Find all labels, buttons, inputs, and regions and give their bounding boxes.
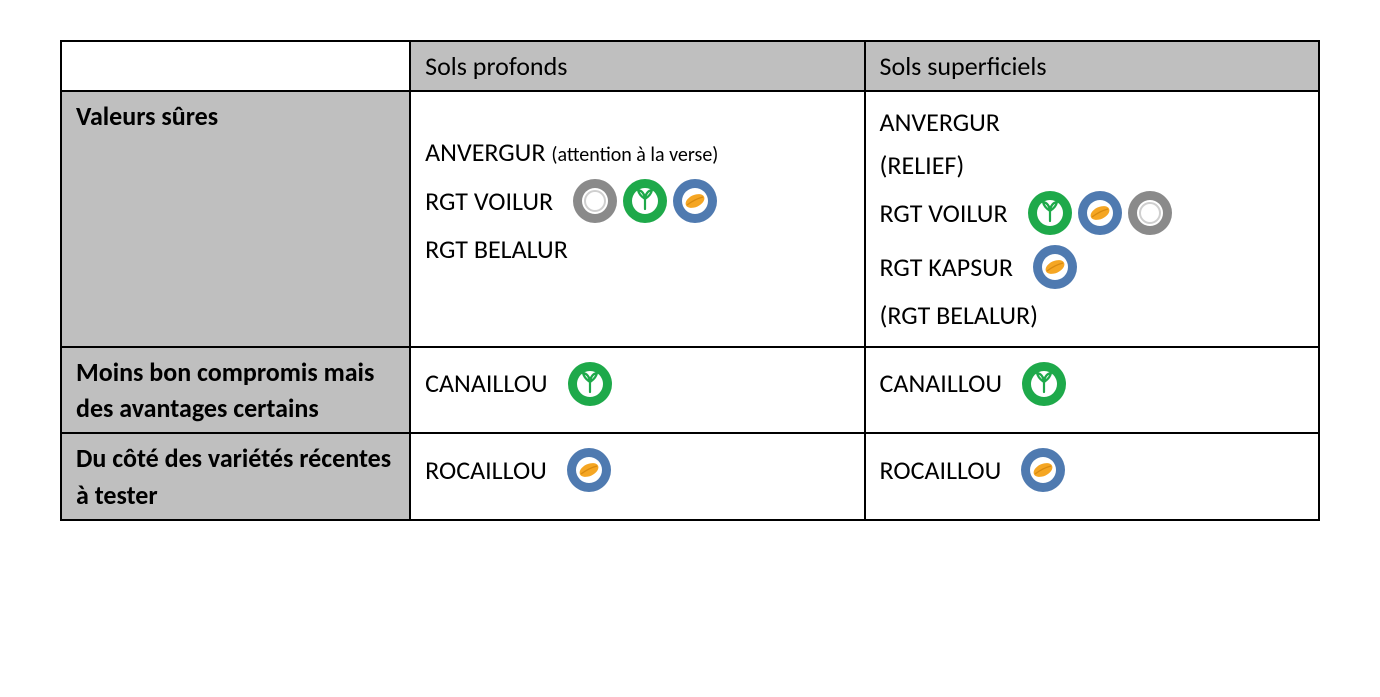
variety-name: (RELIEF) <box>880 147 965 183</box>
cell-1-0: CANAILLOU <box>410 347 864 434</box>
variety-name: RGT VOILUR <box>425 183 553 219</box>
col-header-1: Sols superficiels <box>865 41 1319 91</box>
variety-name: ROCAILLOU <box>880 452 1002 488</box>
tolerances-maladies-icon <box>621 177 669 225</box>
table-row: Du côté des variétés récentes à tester R… <box>61 433 1319 520</box>
cell-2-0: ROCAILLOU <box>410 433 864 520</box>
variety-name: CANAILLOU <box>880 365 1002 401</box>
proteines-icon <box>671 177 719 225</box>
blank-corner <box>61 41 410 91</box>
tolerances-maladies-icon <box>1020 360 1068 408</box>
header-row: Sols profonds Sols superficiels <box>61 41 1319 91</box>
variety-name: ANVERGUR <box>880 104 1000 140</box>
moucheture-icon <box>1126 189 1174 237</box>
row-label-1: Moins bon compromis mais des avantages c… <box>61 347 410 434</box>
row-label-2: Du côté des variétés récentes à tester <box>61 433 410 520</box>
table-row: Moins bon compromis mais des avantages c… <box>61 347 1319 434</box>
tolerances-maladies-icon <box>1026 189 1074 237</box>
row-label-0: Valeurs sûres <box>61 91 410 346</box>
variety-name: RGT BELALUR <box>425 231 568 267</box>
proteines-icon <box>565 446 613 494</box>
cell-2-1: ROCAILLOU <box>865 433 1319 520</box>
variety-name: CANAILLOU <box>425 365 547 401</box>
variety-name: ROCAILLOU <box>425 452 547 488</box>
varieties-table: Sols profonds Sols superficiels Valeurs … <box>60 40 1320 521</box>
col-header-0: Sols profonds <box>410 41 864 91</box>
proteines-icon <box>1076 189 1124 237</box>
variety-name: RGT VOILUR <box>880 195 1008 231</box>
moucheture-icon <box>571 177 619 225</box>
tolerances-maladies-icon <box>566 360 614 408</box>
proteines-icon <box>1019 446 1067 494</box>
cell-1-1: CANAILLOU <box>865 347 1319 434</box>
table-row: Valeurs sûres ANVERGUR (attention à la v… <box>61 91 1319 346</box>
variety-name: (RGT BELALUR) <box>880 297 1038 333</box>
variety-name: ANVERGUR (attention à la verse) <box>425 134 718 170</box>
cell-0-1: ANVERGUR (RELIEF) RGT VOILUR RGT KAPSUR <box>865 91 1319 346</box>
proteines-icon <box>1031 243 1079 291</box>
variety-name: RGT KAPSUR <box>880 249 1013 285</box>
cell-0-0: ANVERGUR (attention à la verse) RGT VOIL… <box>410 91 864 346</box>
